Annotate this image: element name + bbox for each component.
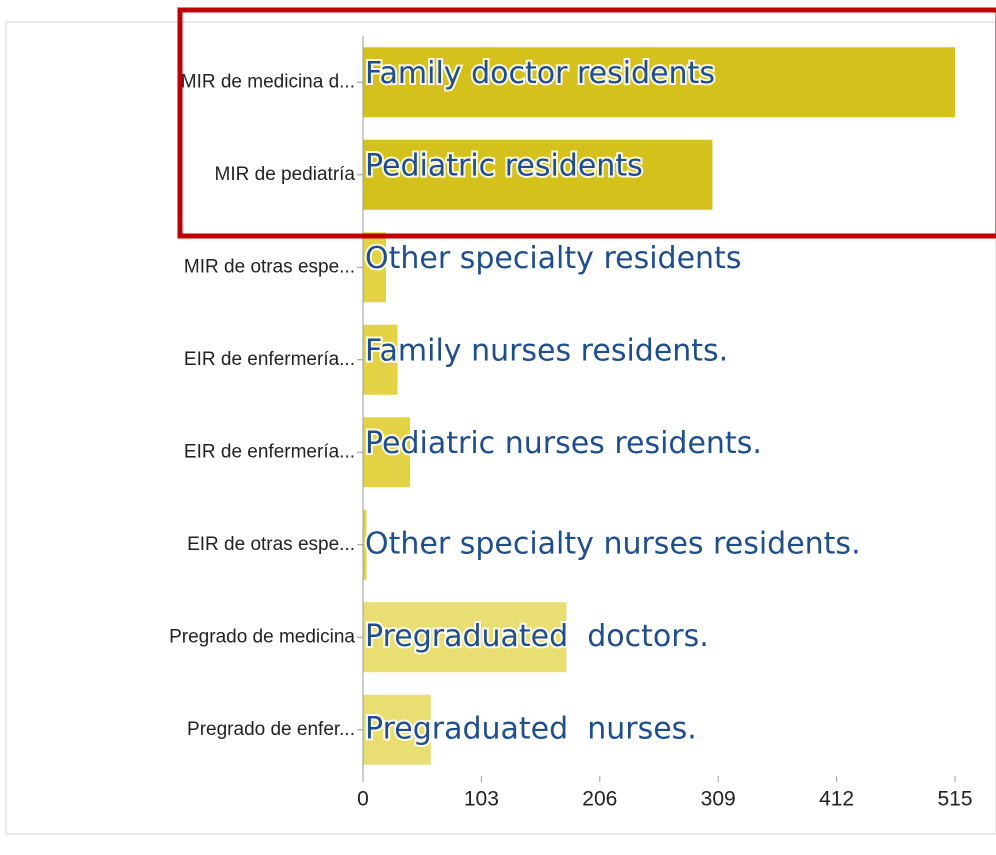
y-tick-label: MIR de medicina d... (181, 71, 355, 92)
y-tick-label: EIR de otras espe... (187, 534, 355, 555)
bar (363, 232, 386, 303)
chart-frame (5, 21, 996, 835)
x-tick-label: 412 (819, 788, 854, 811)
highlight-box (177, 7, 996, 239)
y-tick-label: Pregrado de medicina (169, 626, 355, 647)
bar (363, 509, 367, 580)
x-tick-label: 206 (582, 788, 617, 811)
annotation: Pregraduated nurses. (365, 711, 697, 746)
x-tick-label: 103 (464, 788, 499, 811)
y-tick-label: EIR de enfermería... (184, 441, 355, 462)
y-tick-label: MIR de otras espe... (184, 256, 355, 277)
annotation: Family nurses residents. (365, 333, 728, 368)
annotation: Other specialty nurses residents. (365, 526, 861, 561)
bar (363, 602, 567, 673)
bar (363, 417, 411, 488)
bar (363, 47, 955, 118)
annotation: Pregraduated doctors. (365, 619, 709, 654)
x-tick-label: 0 (357, 788, 369, 811)
bar (363, 324, 398, 395)
bar (363, 139, 713, 210)
annotation: Family doctor residents (365, 56, 715, 91)
annotation: Other specialty residents (365, 241, 741, 276)
y-tick-label: Pregrado de enfer... (187, 719, 355, 740)
y-tick-label: EIR de enfermería... (184, 349, 355, 370)
x-tick-label: 515 (937, 788, 972, 811)
annotation: Pediatric residents (365, 148, 643, 183)
y-tick-label: MIR de pediatría (215, 164, 356, 185)
annotation: Pediatric nurses residents. (365, 426, 762, 461)
x-tick-label: 309 (701, 788, 736, 811)
bar (363, 694, 431, 765)
